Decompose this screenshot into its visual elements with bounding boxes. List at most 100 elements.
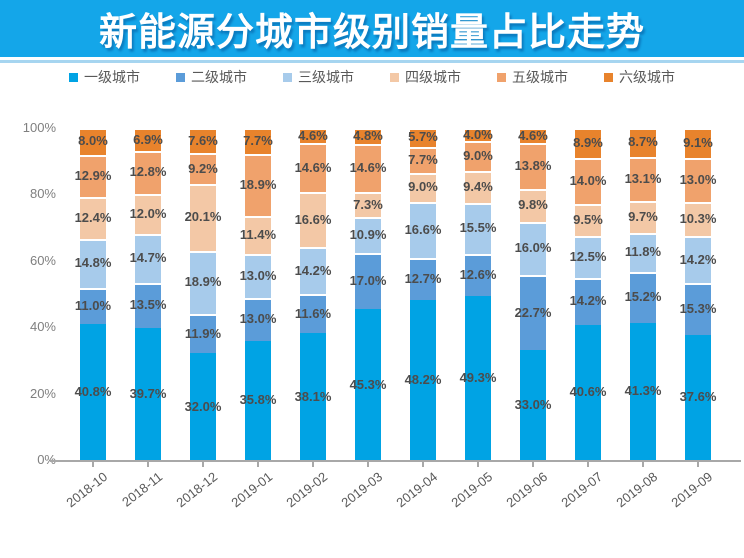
segment-value-label: 33.0% bbox=[514, 397, 552, 413]
segment-value-label: 14.6% bbox=[294, 159, 332, 175]
bar-segment-二级城市 bbox=[685, 283, 711, 335]
x-axis-tick bbox=[367, 462, 369, 467]
bar-segment-一级城市 bbox=[245, 340, 271, 460]
y-axis-tick-label: 20% bbox=[29, 385, 56, 401]
segment-value-label: 12.4% bbox=[74, 210, 112, 226]
bar-segment-五级城市 bbox=[190, 153, 216, 184]
bar-segment-二级城市 bbox=[190, 313, 216, 354]
segment-value-label: 14.0% bbox=[569, 172, 607, 188]
bar-segment-一级城市 bbox=[520, 350, 546, 460]
bar-segment-六级城市 bbox=[245, 128, 271, 154]
segment-value-label: 9.0% bbox=[408, 179, 438, 195]
bar-segment-一级城市 bbox=[135, 327, 161, 460]
segment-value-label: 14.7% bbox=[129, 250, 167, 266]
legend-item-6: 六级城市 bbox=[604, 67, 675, 87]
segment-value-label: 4.8% bbox=[353, 127, 383, 143]
bar-segment-六级城市 bbox=[685, 128, 711, 159]
bar-segment-二级城市 bbox=[465, 254, 491, 296]
bar-segment-五级城市 bbox=[575, 157, 601, 205]
segment-value-label: 40.6% bbox=[569, 384, 607, 400]
segment-value-label: 13.8% bbox=[514, 158, 552, 174]
bar-segment-四级城市 bbox=[520, 189, 546, 222]
segment-value-label: 13.0% bbox=[239, 311, 277, 327]
bar-segment-六级城市 bbox=[410, 128, 436, 147]
bar-segment-一级城市 bbox=[410, 299, 436, 460]
bar-segment-五级城市 bbox=[465, 141, 491, 172]
segment-value-label: 12.8% bbox=[129, 164, 167, 180]
segment-value-label: 4.6% bbox=[518, 127, 548, 143]
bar-segment-三级城市 bbox=[355, 216, 381, 253]
legend-swatch-icon bbox=[283, 72, 292, 82]
bar-segment-二级城市 bbox=[300, 294, 326, 334]
segment-value-label: 22.7% bbox=[514, 304, 552, 320]
x-axis-tick bbox=[92, 462, 94, 467]
x-axis-tick bbox=[642, 462, 644, 467]
segment-value-label: 13.1% bbox=[624, 170, 662, 186]
segment-value-label: 9.1% bbox=[683, 135, 713, 151]
segment-value-label: 11.4% bbox=[239, 227, 277, 243]
bar-segment-四级城市 bbox=[300, 191, 326, 248]
segment-value-label: 45.3% bbox=[349, 376, 387, 392]
bar-segment-三级城市 bbox=[685, 236, 711, 284]
segment-value-label: 12.5% bbox=[569, 248, 607, 264]
legend-swatch-icon bbox=[390, 72, 399, 82]
segment-value-label: 4.0% bbox=[463, 126, 493, 142]
bar-segment-二级城市 bbox=[630, 272, 656, 323]
segment-value-label: 14.8% bbox=[74, 255, 112, 271]
bar-segment-一级城市 bbox=[300, 333, 326, 460]
segment-value-label: 8.7% bbox=[628, 134, 658, 150]
bar-segment-二级城市 bbox=[355, 252, 381, 310]
x-axis-tick bbox=[532, 462, 534, 467]
legend-label: 一级城市 bbox=[84, 69, 140, 85]
segment-value-label: 16.6% bbox=[294, 211, 332, 227]
segment-value-label: 49.3% bbox=[459, 369, 497, 385]
segment-value-label: 5.7% bbox=[408, 129, 438, 145]
x-axis-tick bbox=[257, 462, 259, 467]
segment-value-label: 12.0% bbox=[129, 205, 167, 221]
bar-segment-二级城市 bbox=[410, 257, 436, 300]
segment-value-label: 10.3% bbox=[679, 210, 717, 226]
bar-segment-五级城市 bbox=[630, 156, 656, 201]
bar-segment-二级城市 bbox=[80, 287, 106, 325]
bar-segment-五级城市 bbox=[135, 151, 161, 194]
legend-item-5: 五级城市 bbox=[497, 67, 568, 87]
legend-item-4: 四级城市 bbox=[390, 67, 461, 87]
bar-segment-一级城市 bbox=[80, 324, 106, 460]
bar-segment-三级城市 bbox=[190, 250, 216, 314]
bar-segment-五级城市 bbox=[410, 146, 436, 173]
segment-value-label: 35.8% bbox=[239, 392, 277, 408]
segment-value-label: 8.9% bbox=[573, 134, 603, 150]
bar-segment-一级城市 bbox=[575, 324, 601, 460]
x-axis-tick bbox=[312, 462, 314, 467]
segment-value-label: 18.9% bbox=[239, 177, 277, 193]
bar-segment-六级城市 bbox=[135, 128, 161, 151]
segment-value-label: 13.0% bbox=[679, 172, 717, 188]
segment-value-label: 13.5% bbox=[129, 297, 167, 313]
segment-value-label: 12.6% bbox=[459, 267, 497, 283]
bar-segment-三级城市 bbox=[575, 235, 601, 278]
legend-swatch-icon bbox=[176, 72, 185, 82]
segment-value-label: 40.8% bbox=[74, 384, 112, 400]
segment-value-label: 16.0% bbox=[514, 240, 552, 256]
bar-segment-六级城市 bbox=[300, 128, 326, 144]
bar-segment-四级城市 bbox=[190, 183, 216, 251]
segment-value-label: 9.4% bbox=[463, 178, 493, 194]
x-axis-tick bbox=[697, 462, 699, 467]
legend-swatch-icon bbox=[604, 72, 613, 82]
bar-segment-六级城市 bbox=[520, 128, 546, 144]
segment-value-label: 7.7% bbox=[408, 151, 438, 167]
bar-segment-四级城市 bbox=[245, 216, 271, 255]
segment-value-label: 9.2% bbox=[188, 160, 218, 176]
segment-value-label: 16.6% bbox=[404, 222, 442, 238]
y-axis-tick-label: 0% bbox=[37, 452, 56, 467]
segment-value-label: 7.7% bbox=[243, 132, 273, 148]
bar-segment-六级城市 bbox=[465, 128, 491, 142]
bar-segment-二级城市 bbox=[520, 274, 546, 351]
x-axis-tick bbox=[587, 462, 589, 467]
bar-segment-三级城市 bbox=[245, 254, 271, 298]
legend-swatch-icon bbox=[497, 72, 506, 82]
bar-segment-二级城市 bbox=[575, 277, 601, 325]
bar-segment-五级城市 bbox=[355, 143, 381, 193]
bar-segment-三级城市 bbox=[410, 202, 436, 258]
segment-value-label: 11.9% bbox=[184, 325, 222, 341]
